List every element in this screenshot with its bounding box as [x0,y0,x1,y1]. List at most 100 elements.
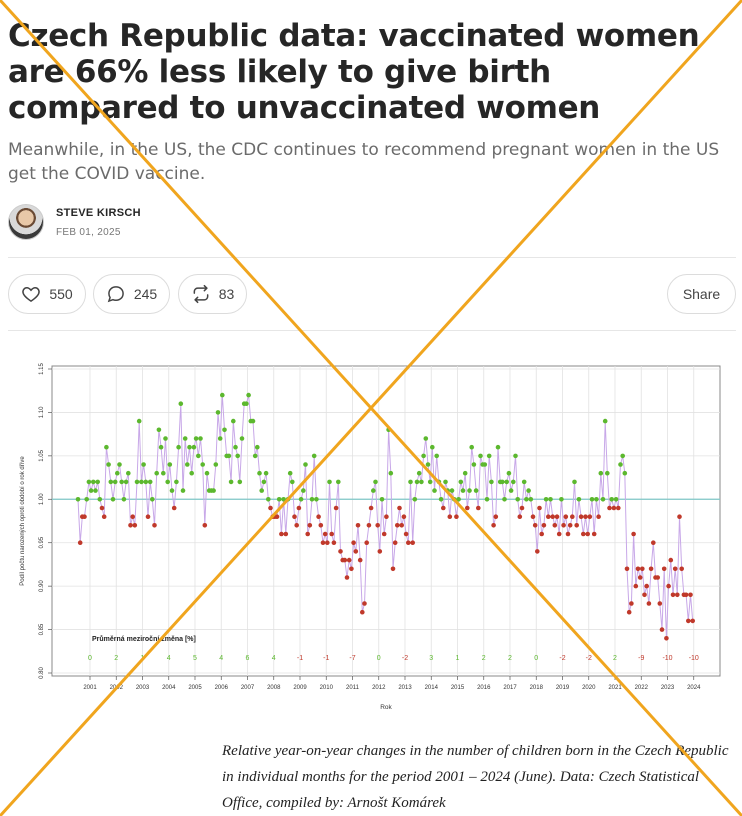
data-point [259,488,264,493]
data-point [156,427,162,433]
data-point [220,392,225,398]
data-point [438,497,444,502]
annual-change-value: -1 [297,655,303,662]
data-point [355,523,361,528]
data-point [484,497,490,502]
share-button[interactable]: Share [667,274,736,314]
y-tick-label: 1.00 [39,493,45,505]
data-point [644,583,649,589]
data-point [399,523,405,528]
restack-button[interactable]: 83 [178,274,247,314]
data-point [397,505,402,511]
data-point [386,427,391,433]
data-point [281,497,286,502]
data-point [521,479,527,485]
data-point [659,627,665,632]
data-point [301,488,306,493]
data-point [198,436,203,441]
x-tick-label: 2009 [293,685,307,691]
data-point [388,470,394,476]
annual-change-value: 0 [88,655,92,662]
data-point [537,505,542,511]
x-tick-label: 2021 [608,685,622,691]
data-point [311,453,317,459]
data-point [134,479,140,485]
data-point [215,410,221,415]
data-point [139,479,144,485]
data-point [115,470,120,476]
annual-change-value: 1 [141,655,145,662]
data-point [524,497,529,502]
data-point [342,557,348,563]
data-point [152,523,157,528]
data-point [169,488,175,493]
data-point [543,497,549,502]
data-point [276,497,282,502]
comment-button[interactable]: 245 [93,274,170,314]
data-point [189,470,194,476]
data-point [86,479,92,485]
data-point [416,470,422,476]
data-point [476,505,481,511]
data-point [602,418,608,424]
data-point [180,488,186,493]
x-tick-label: 2018 [530,685,544,691]
data-point [661,566,667,572]
data-point [375,523,381,528]
data-point [406,540,411,545]
data-point [82,514,87,519]
x-tick-label: 2011 [346,685,360,691]
data-point [128,523,133,528]
x-tick-label: 2014 [425,685,439,691]
data-point [145,514,151,519]
author-name[interactable]: STEVE KIRSCH [56,206,141,219]
data-point [351,540,356,545]
data-point [384,514,389,519]
data-point [441,505,446,511]
data-point [390,566,396,572]
data-point [517,514,523,519]
data-point [235,453,240,459]
data-point [226,453,232,459]
data-point [443,479,448,485]
data-point [202,523,208,528]
data-point [316,514,321,519]
data-point [541,523,547,528]
data-point [421,453,426,459]
data-point [670,592,676,598]
data-point [244,401,249,406]
data-point [336,479,341,485]
x-tick-label: 2008 [267,685,281,691]
post-date: FEB 01, 2025 [56,226,121,238]
data-point [690,618,695,624]
data-point [292,514,297,519]
data-point [305,531,311,537]
data-point [329,531,335,537]
data-point [307,523,313,528]
data-point [567,523,573,528]
y-tick-label: 0.85 [39,623,45,635]
data-point [84,497,89,502]
data-point [266,497,271,502]
data-point [117,462,122,467]
data-point [333,505,339,511]
data-point [666,583,671,589]
data-point [233,444,238,450]
data-point [611,505,617,511]
annual-change-value: 3 [429,655,433,662]
annual-change-value: -2 [402,655,408,662]
data-point [626,609,632,615]
data-point [174,479,179,485]
comment-count: 245 [133,286,158,302]
data-point [460,488,466,493]
author-avatar[interactable] [8,204,44,240]
data-point [360,609,365,615]
data-point [279,531,284,537]
like-button[interactable]: 550 [8,274,86,314]
data-point [213,462,219,467]
data-point [427,479,433,485]
data-point [583,514,588,519]
data-point [585,531,590,537]
data-point [467,488,472,493]
data-point [528,497,534,502]
